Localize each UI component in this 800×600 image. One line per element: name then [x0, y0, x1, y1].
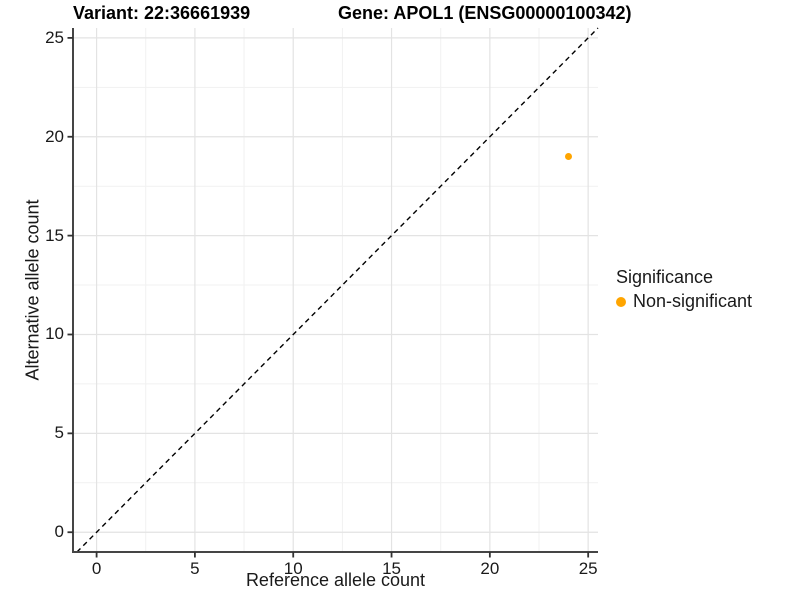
legend: Significance Non-significant [616, 266, 752, 312]
plot-title-variant: Variant: 22:36661939 [73, 3, 251, 23]
identity-dashed-line [76, 27, 599, 553]
y-tick-label: 15 [45, 225, 64, 245]
x-axis-title: Reference allele count [245, 570, 426, 590]
y-axis-title: Alternative allele count [22, 199, 43, 381]
y-tick-label: 5 [54, 423, 64, 443]
y-tick-label: 0 [54, 522, 64, 542]
y-tick-label: 20 [45, 126, 64, 146]
y-tick-label: 25 [45, 27, 64, 47]
legend-item-label: Non-significant [633, 291, 753, 311]
x-tick-label: 5 [190, 559, 200, 578]
legend-item-non-significant: Non-significant [616, 291, 752, 312]
y-tick-label: 10 [45, 324, 64, 344]
plot-title-gene: Gene: APOL1 (ENSG00000100342) [338, 3, 632, 23]
legend-title: Significance [616, 267, 714, 287]
legend-point-icon [616, 296, 626, 307]
x-tick-label: 15 [382, 559, 401, 578]
x-tick-label: 25 [578, 559, 598, 578]
x-tick-label: 10 [283, 559, 303, 578]
x-tick-label: 0 [91, 559, 102, 578]
x-tick-label: 20 [480, 559, 500, 578]
data-point [565, 153, 573, 161]
